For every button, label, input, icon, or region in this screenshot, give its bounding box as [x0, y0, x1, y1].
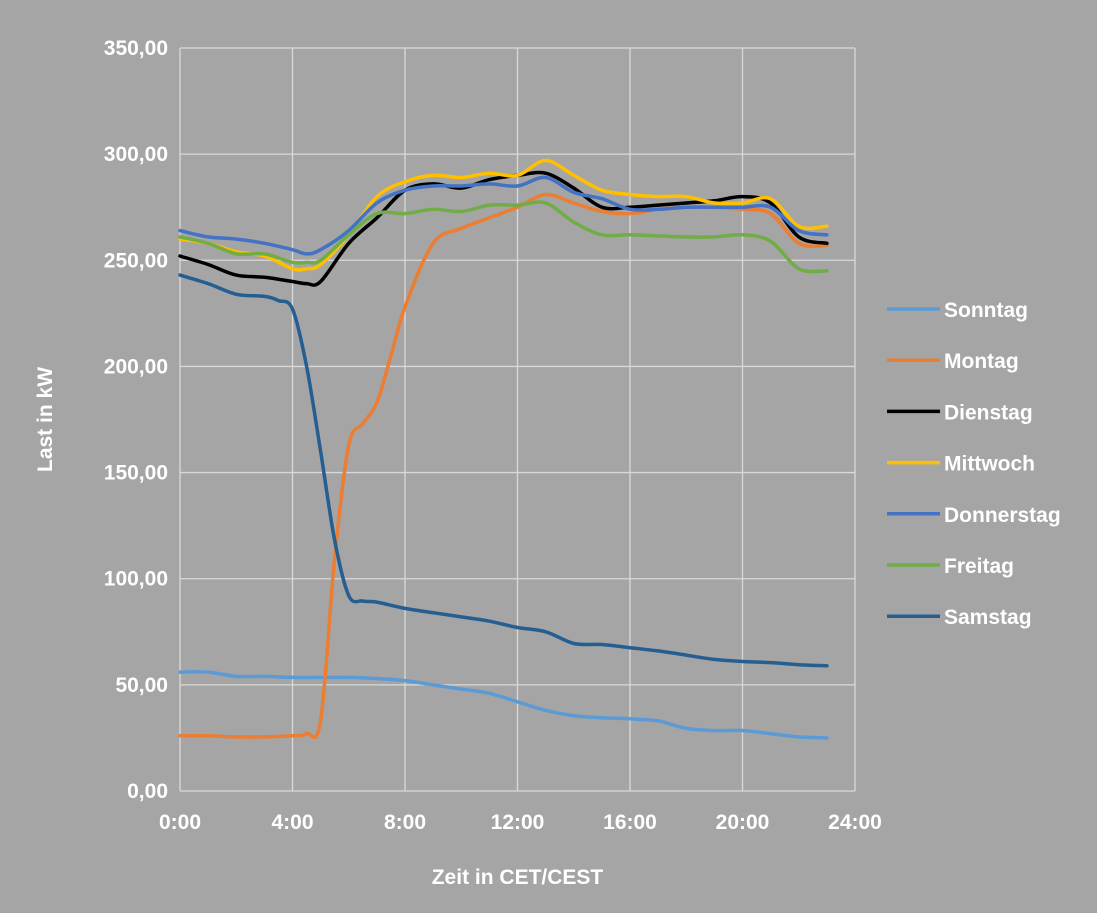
- gridlines: [179, 47, 856, 792]
- y-axis-title: Last in kW: [34, 367, 57, 472]
- legend-label: Freitag: [944, 555, 1014, 578]
- y-tick-label: 50,00: [115, 674, 168, 697]
- legend-item-freitag: Freitag: [887, 555, 1014, 578]
- legend-item-samstag: Samstag: [887, 606, 1032, 629]
- x-tick-label: 24:00: [828, 811, 882, 834]
- y-tick-label: 300,00: [104, 143, 168, 166]
- y-tick-label: 350,00: [104, 37, 168, 60]
- legend-label: Samstag: [944, 606, 1032, 629]
- legend-label: Sonntag: [944, 299, 1028, 322]
- series-line-samstag: [178, 273, 829, 668]
- legend-item-donnerstag: Donnerstag: [887, 504, 1061, 527]
- axis-ticks: 0,00 50,00 100,00 150,00 200,00 250,00 300,00 3…: [104, 37, 882, 834]
- y-tick-label: 150,00: [104, 462, 168, 485]
- series-line-sonntag: [178, 670, 829, 740]
- legend-item-mittwoch: Mittwoch: [887, 453, 1035, 476]
- y-tick-label: 0,00: [127, 780, 168, 803]
- x-tick-label: 12:00: [491, 811, 545, 834]
- x-tick-label: 4:00: [271, 811, 313, 834]
- series-lines: [178, 158, 829, 740]
- legend-label: Montag: [944, 350, 1019, 373]
- legend-item-sonntag: Sonntag: [887, 299, 1028, 322]
- x-axis-title: Zeit in CET/CEST: [432, 866, 604, 889]
- series-line-dienstag: [178, 170, 829, 287]
- legend: Sonntag Montag Dienstag Mittwoch Donnerstag F…: [887, 299, 1061, 629]
- legend-label: Mittwoch: [944, 453, 1035, 476]
- x-tick-label: 0:00: [159, 811, 201, 834]
- y-tick-label: 250,00: [104, 249, 168, 272]
- y-tick-label: 200,00: [104, 355, 168, 378]
- legend-item-montag: Montag: [887, 350, 1019, 373]
- x-tick-label: 16:00: [603, 811, 657, 834]
- x-tick-label: 8:00: [384, 811, 426, 834]
- x-tick-label: 20:00: [716, 811, 770, 834]
- series-line-mittwoch: [178, 158, 829, 272]
- legend-item-dienstag: Dienstag: [887, 401, 1033, 424]
- series-line-donnerstag: [178, 175, 829, 256]
- legend-label: Donnerstag: [944, 504, 1061, 527]
- legend-label: Dienstag: [944, 401, 1033, 424]
- series-line-freitag: [178, 200, 829, 274]
- y-tick-label: 100,00: [104, 568, 168, 591]
